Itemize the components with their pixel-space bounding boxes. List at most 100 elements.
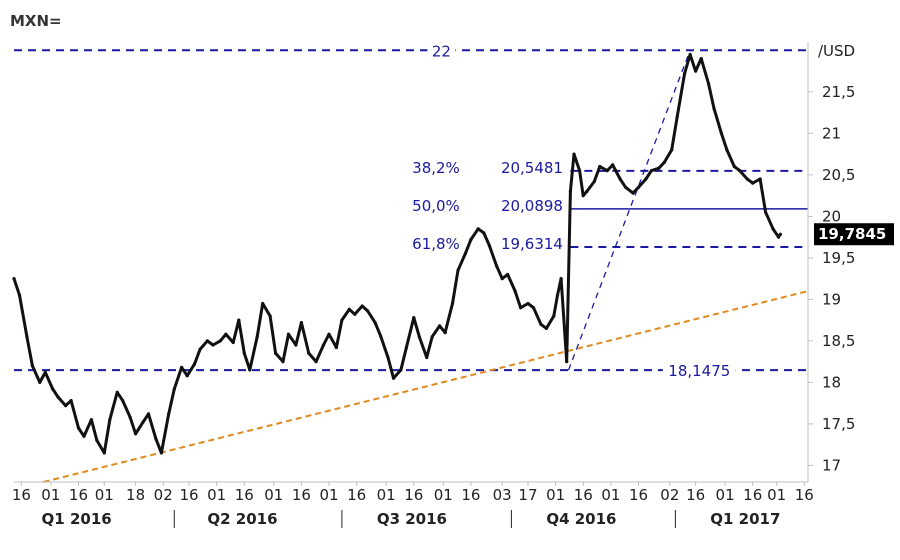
price-point [732,164,736,169]
price-point [531,306,536,310]
price-point [69,399,73,403]
price-point [539,322,543,326]
price-point [592,179,596,184]
y-axis: 21,5 21 20,5 20 19,5 19 18,5 18 17,5 17 [808,83,855,474]
price-point [559,277,563,281]
price-point [211,343,215,347]
price-point [526,301,530,306]
price-point [237,318,241,322]
price-point [565,360,569,364]
price-point [670,148,674,152]
price-point [25,335,29,339]
price-point [683,71,687,76]
price-point [585,189,589,193]
price-point [581,194,585,198]
trend-layer [43,290,809,483]
x-tick-label: 16 [629,486,648,504]
price-point [102,451,106,455]
price-point [95,438,99,443]
price-point [218,339,222,343]
fib-diagonal-line [567,50,691,371]
y-tick-label: 17 [822,456,841,474]
price-point [657,166,661,170]
fib-pct-label: 61,8% [412,235,460,253]
x-tick-label: 16 [461,486,480,504]
price-point [12,277,16,281]
price-point [771,227,775,231]
price-point [307,351,311,355]
price-point [758,177,762,181]
price-point [605,169,609,173]
chart-title: MXN= [10,12,62,30]
price-point [185,374,189,378]
price-point [456,268,460,272]
price-point [631,191,635,195]
x-tick-label: 16 [743,486,762,504]
price-point [261,301,265,306]
price-point [725,148,729,152]
price-point [108,418,112,422]
price-point [578,169,582,173]
fib-pct-label: 50,0% [412,197,460,215]
level-value-label: 18,1475 [668,362,730,380]
price-point [404,345,408,350]
price-point [450,301,455,306]
price-point [115,390,119,394]
price-point [598,164,602,169]
level-value-label: 22 [432,42,451,60]
x-tick-label: 16 [404,486,423,504]
price-point [463,252,467,256]
price-point [366,309,370,313]
price-point [76,426,81,430]
price-point [141,420,145,424]
price-point [636,185,641,189]
price-point [146,412,151,416]
price-point [134,432,138,436]
x-tick-label: 16 [12,486,31,504]
price-point [443,331,447,335]
price-point [778,232,783,236]
trend-line [43,290,809,483]
price-point [706,81,711,86]
x-tick-label: 02 [154,486,173,504]
quarter-label: Q1 2017 [710,510,780,528]
x-tick-label: 01 [264,486,283,504]
price-point [327,332,331,336]
price-point [30,364,34,368]
price-point [172,387,176,391]
fib-pct-label: 38,2% [412,159,460,177]
price-point [43,370,47,374]
x-tick-label: 01 [546,486,565,504]
price-point [294,343,298,347]
x-tick-label: 16 [69,486,88,504]
price-point [128,415,132,419]
price-point [611,163,615,167]
x-tick-label: 01 [41,486,60,504]
price-point [231,340,235,345]
quarter-axis: Q1 2016 Q2 2016 Q3 2016 Q4 2016 Q1 2017 [42,510,780,528]
x-tick-label: 16 [347,486,366,504]
x-tick-label: 01 [377,486,396,504]
y-tick-label: 19 [822,290,841,308]
price-point [347,307,351,311]
price-point [776,235,781,239]
price-point [425,355,429,360]
price-point [340,318,344,322]
x-tick-label: 16 [179,486,198,504]
y-tick-label: 18 [822,373,841,391]
price-point [353,312,357,316]
price-point [334,345,338,350]
quarter-label: Q4 2016 [546,510,616,528]
x-tick-label: 16 [574,486,593,504]
price-point [506,272,510,277]
price-point [242,351,246,355]
price-point [167,412,171,416]
price-point [314,360,318,364]
price-point [675,115,679,119]
price-point [56,395,60,399]
quarter-label: Q2 2016 [207,510,277,528]
price-point [274,351,278,355]
y-tick-label: 21 [822,124,841,142]
price-point [694,69,698,73]
